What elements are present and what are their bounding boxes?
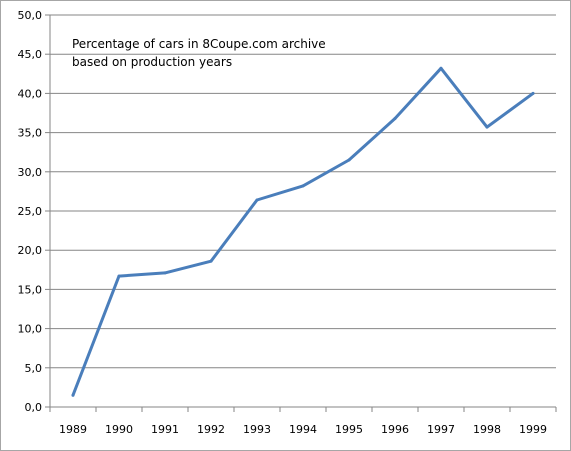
series-line (71, 66, 535, 397)
series-group (71, 66, 535, 397)
x-tick-label: 1994 (289, 423, 317, 436)
x-tick-label: 1990 (105, 423, 133, 436)
data-point (439, 66, 443, 70)
x-tick-label: 1996 (381, 423, 409, 436)
y-tick-label: 10,0 (18, 323, 43, 336)
data-point (301, 184, 305, 188)
x-tick-label: 1993 (243, 423, 271, 436)
y-tick-label: 35,0 (18, 127, 43, 140)
data-point (255, 198, 259, 202)
x-tick-label: 1989 (59, 423, 87, 436)
y-tick-label: 30,0 (18, 166, 43, 179)
y-tick-label: 45,0 (18, 48, 43, 61)
data-point (117, 274, 121, 278)
x-tick-label: 1997 (427, 423, 455, 436)
x-tick-label: 1991 (151, 423, 179, 436)
x-tick-label: 1999 (519, 423, 547, 436)
y-tick-label: 50,0 (18, 9, 43, 22)
chart-title-line-1: Percentage of cars in 8Coupe.com archive (72, 37, 326, 51)
data-point (393, 116, 397, 120)
grid-lines (50, 14, 556, 369)
data-point (163, 271, 167, 275)
y-tick-label: 15,0 (18, 283, 43, 296)
data-point (347, 158, 351, 162)
x-tick-label: 1998 (473, 423, 501, 436)
data-point (71, 393, 75, 397)
data-point (485, 125, 489, 129)
chart-title-line-2: based on production years (72, 55, 232, 69)
y-tick-labels: 0,0 5,0 10,0 15,0 20,0 25,0 30,0 35,0 40,0 45,0 50… (18, 9, 43, 414)
axes (45, 14, 557, 412)
x-tick-label: 1995 (335, 423, 363, 436)
x-tick-labels: 1989 1990 1991 1992 1993 1994 1995 1996 1997 1998… (59, 423, 547, 436)
y-tick-label: 40,0 (18, 87, 43, 100)
x-tick-label: 1992 (197, 423, 225, 436)
data-point (209, 259, 213, 263)
y-tick-label: 25,0 (18, 205, 43, 218)
y-tick-label: 0,0 (25, 401, 43, 414)
data-point (531, 91, 535, 95)
y-tick-label: 20,0 (18, 244, 43, 257)
y-tick-label: 5,0 (25, 362, 43, 375)
